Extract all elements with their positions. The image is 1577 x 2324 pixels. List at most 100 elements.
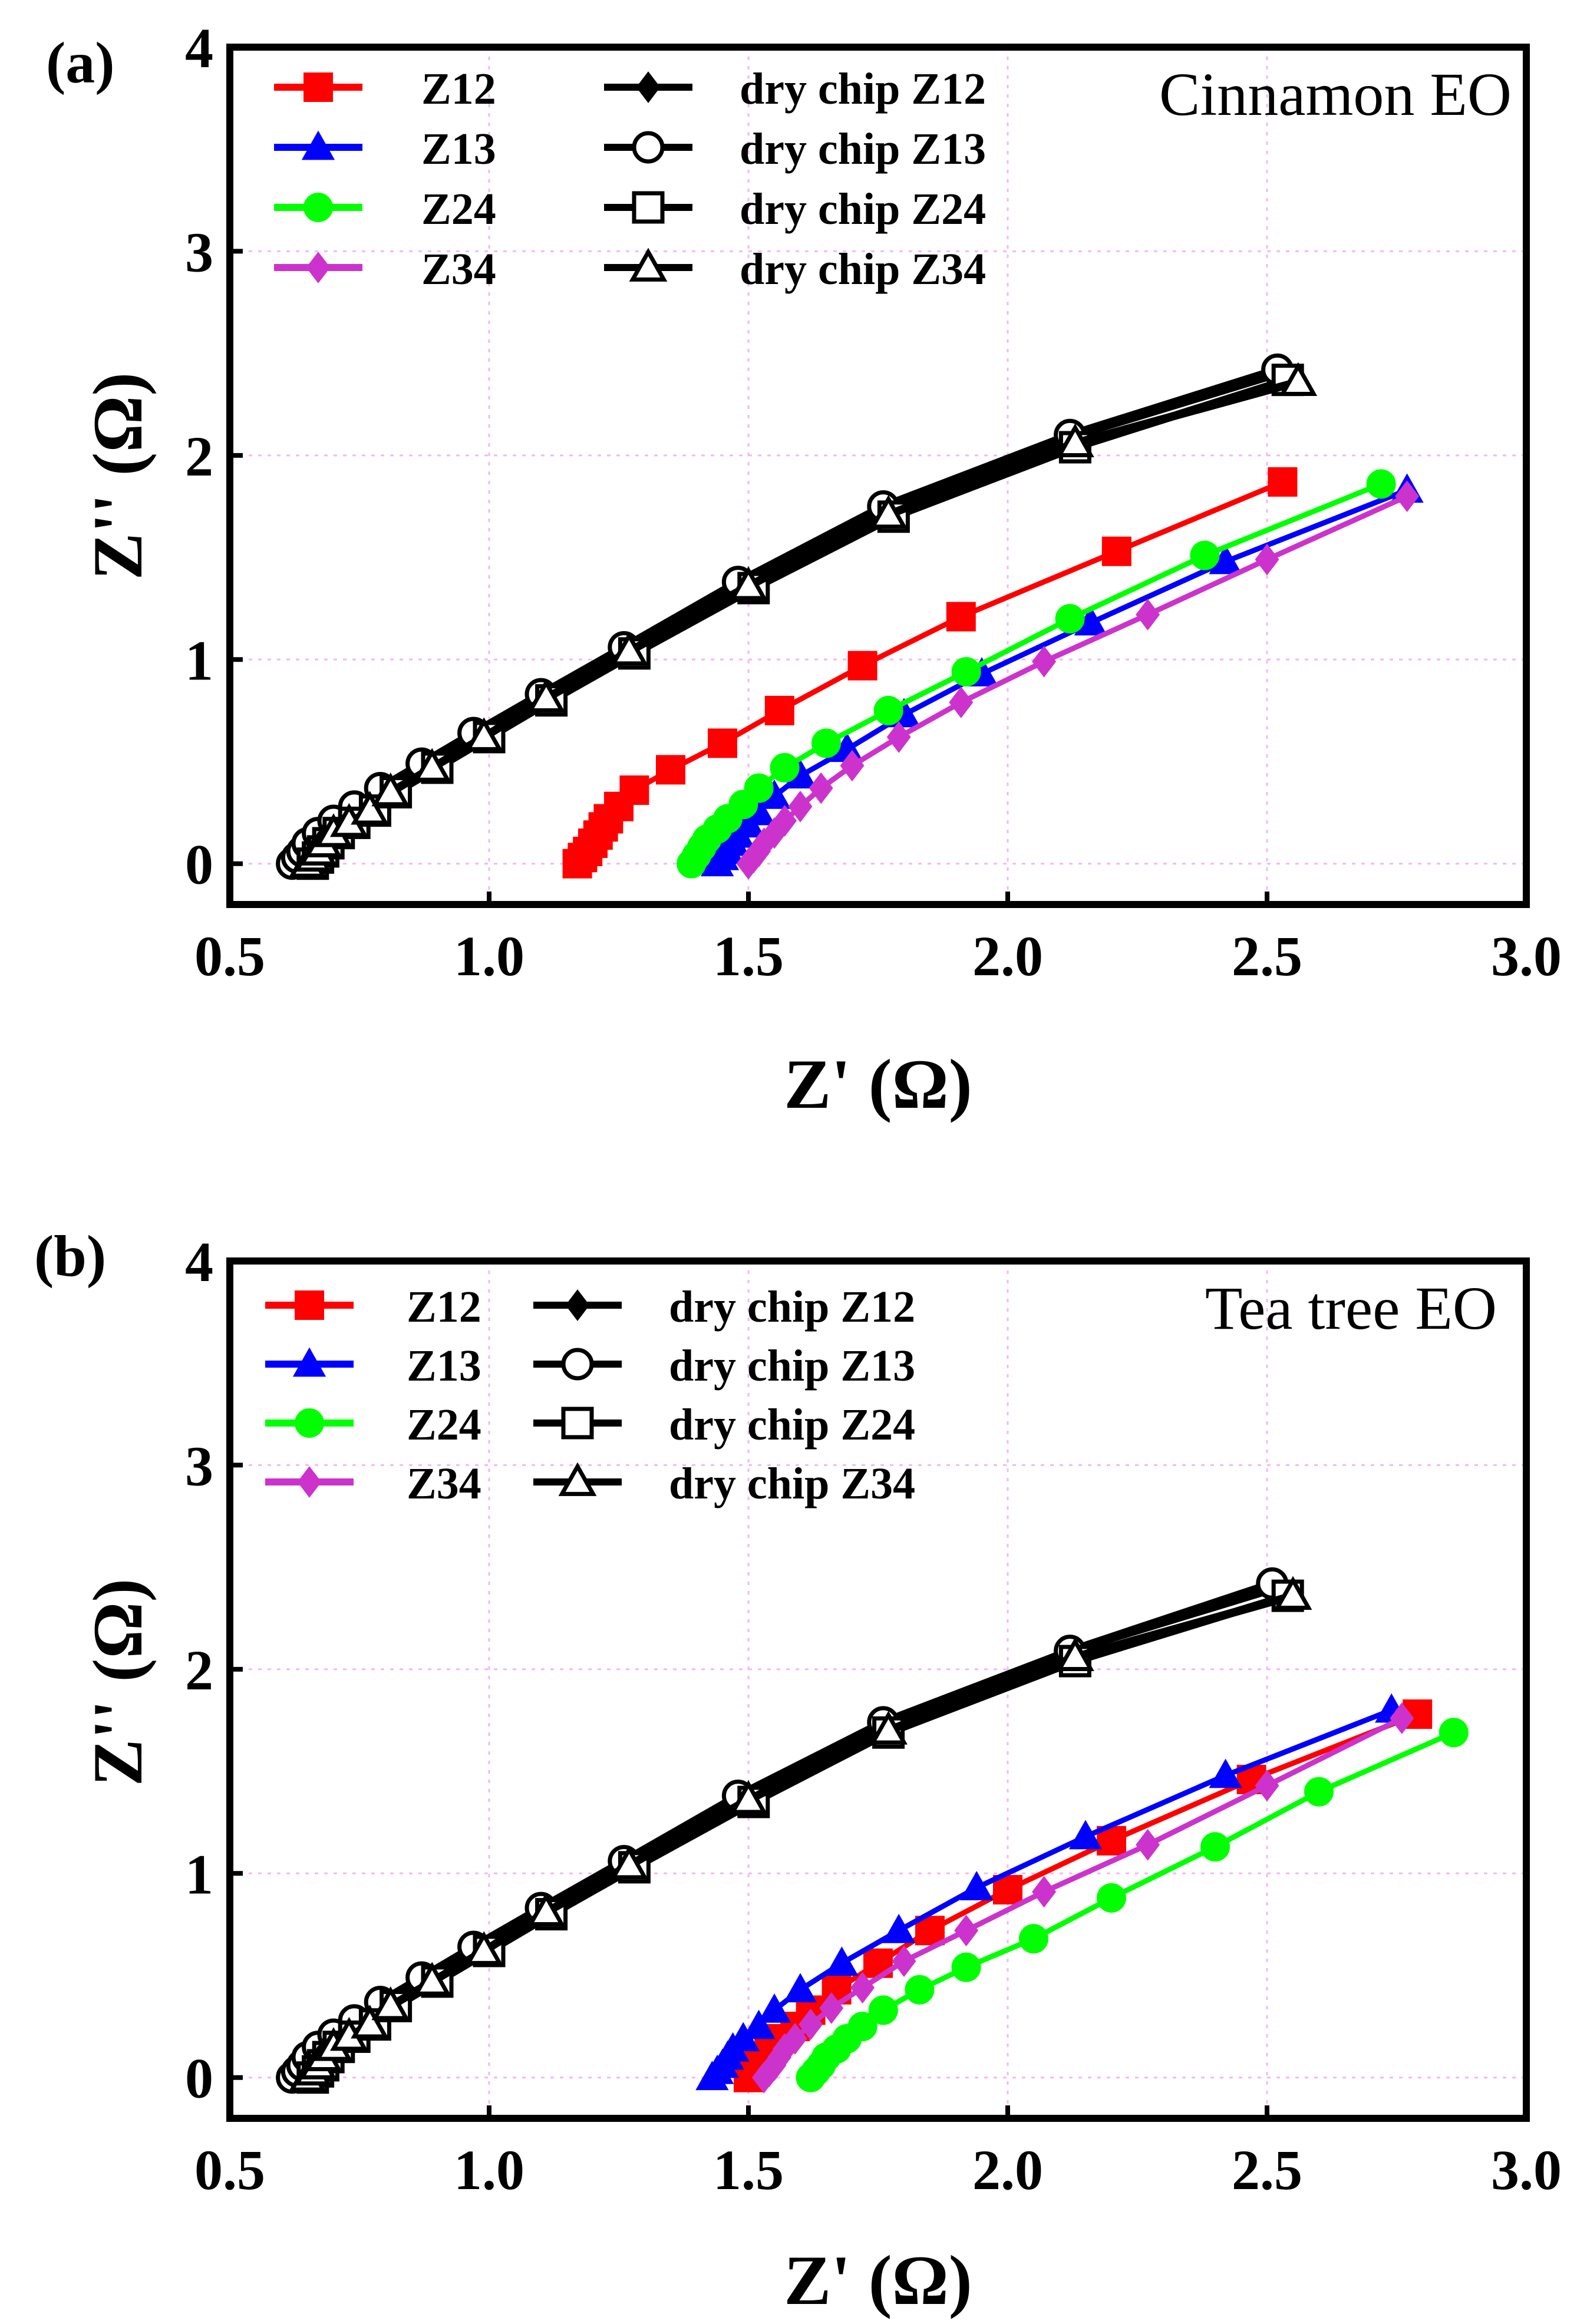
- legend-marker: [292, 1347, 326, 1377]
- data-point: [1097, 1883, 1126, 1913]
- legend-label: Z12: [421, 64, 496, 114]
- y-tick-label: 4: [185, 1230, 213, 1293]
- legend-marker: [306, 252, 331, 283]
- legend-marker: [301, 130, 335, 160]
- legend-entry: Z13: [265, 1341, 481, 1391]
- data-point: [656, 755, 685, 785]
- data-point: [1056, 423, 1094, 457]
- data-point: [809, 772, 833, 804]
- data-point: [783, 2023, 807, 2055]
- data-point: [954, 1914, 979, 1947]
- legend-entry: Z12: [265, 1282, 481, 1332]
- x-tick-label: 2.5: [1232, 2138, 1302, 2201]
- legend-entry: dry chip Z13: [533, 1341, 915, 1391]
- x-tick-label: 1.5: [713, 2138, 784, 2201]
- data-point: [850, 1972, 875, 2004]
- data-point: [1101, 536, 1131, 566]
- data-point: [527, 1892, 566, 1927]
- series-z34: [751, 1702, 1414, 2094]
- data-point: [773, 805, 797, 837]
- chart-panel-b: 0.5 1.0 1.5 2.0 2.5 3.0 0 1 2 3 4 Z' (Ω) Z'' (Ω) (b) T…: [34, 1223, 1562, 2319]
- panel-label: (b): [34, 1223, 106, 1289]
- data-point: [1366, 469, 1396, 499]
- data-point: [1209, 1758, 1242, 1788]
- legend-marker: [558, 1462, 597, 1496]
- legend-marker: [295, 1408, 324, 1438]
- legend-marker: [303, 193, 333, 222]
- legend-entry: Z34: [265, 1459, 481, 1508]
- data-point: [1200, 1832, 1230, 1862]
- legend-label: dry chip Z34: [740, 245, 986, 294]
- x-tick-label: 0.5: [194, 925, 265, 988]
- legend: Z12 Z13 Z24 Z34 dry chip Z12 dry chip Z13 dry …: [265, 1282, 915, 1508]
- legend-marker: [295, 1290, 324, 1320]
- legend-marker: [297, 1466, 322, 1498]
- y-tick-label: 3: [185, 1434, 213, 1497]
- series-z34: [736, 480, 1420, 880]
- data-point: [1055, 604, 1085, 633]
- legend-entry: Z13: [274, 124, 496, 174]
- x-tick-label: 3.0: [1491, 2138, 1562, 2201]
- legend-entry: dry chip Z13: [604, 124, 986, 174]
- legend-marker: [629, 247, 668, 282]
- data-point: [905, 1975, 935, 2005]
- panel-title: Cinnamon EO: [1159, 61, 1512, 128]
- data-point: [413, 748, 451, 782]
- data-point: [1304, 1777, 1334, 1807]
- y-tick-label: 1: [185, 1843, 213, 1906]
- y-tick-label: 1: [185, 629, 213, 692]
- legend-marker: [561, 1348, 594, 1381]
- data-point: [1068, 1820, 1103, 1850]
- x-tick-label: 1.0: [454, 2138, 524, 2201]
- legend-label: dry chip Z34: [669, 1459, 915, 1508]
- data-point: [960, 1871, 994, 1900]
- panel-title: Tea tree EO: [1205, 1275, 1497, 1342]
- data-point: [351, 791, 389, 825]
- data-point: [949, 686, 974, 718]
- data-point: [527, 678, 566, 713]
- legend-entry: Z24: [265, 1400, 481, 1450]
- data-point: [708, 728, 737, 758]
- data-point: [840, 750, 865, 782]
- data-point: [413, 1962, 451, 1996]
- legend-marker: [303, 72, 333, 102]
- series-z24: [796, 1718, 1469, 2092]
- data-point: [610, 631, 648, 666]
- data-point: [873, 695, 903, 725]
- data-point: [847, 651, 877, 681]
- data-point: [946, 602, 976, 632]
- data-point: [886, 721, 911, 753]
- y-tick-label: 0: [185, 2047, 213, 2110]
- x-tick-label: 3.0: [1491, 925, 1562, 988]
- x-axis-label: Z' (Ω): [784, 2241, 972, 2319]
- legend-label: dry chip Z24: [669, 1400, 915, 1450]
- legend-label: Z24: [421, 184, 496, 234]
- y-tick-label: 3: [185, 220, 213, 283]
- data-point: [757, 1993, 791, 2023]
- data-point: [371, 772, 410, 807]
- data-point: [951, 657, 981, 687]
- data-point: [770, 752, 800, 783]
- x-tick-label: 2.0: [972, 925, 1043, 988]
- data-point: [869, 494, 908, 529]
- legend-entry: dry chip Z34: [533, 1459, 915, 1508]
- data-point: [1255, 1770, 1279, 1802]
- legend-label: dry chip Z24: [740, 184, 986, 234]
- legend-entry: Z12: [274, 64, 496, 114]
- legend-label: Z34: [421, 245, 496, 294]
- legend-entry: dry chip Z12: [533, 1282, 915, 1332]
- data-point: [1279, 362, 1318, 397]
- legend: Z12 Z13 Z24 Z34 dry chip Z12 dry chip Z13 dry …: [274, 64, 986, 294]
- data-point: [742, 2009, 776, 2039]
- data-point: [799, 2008, 823, 2041]
- legend-label: dry chip Z13: [740, 124, 986, 174]
- legend-label: Z13: [421, 124, 496, 174]
- x-tick-label: 2.5: [1232, 925, 1302, 988]
- data-point: [1136, 1828, 1160, 1861]
- data-point: [1019, 1924, 1048, 1954]
- data-point: [869, 1711, 908, 1745]
- legend-entry: dry chip Z24: [533, 1400, 915, 1450]
- legend-marker: [561, 1407, 594, 1440]
- data-point: [1390, 1702, 1414, 1734]
- data-point: [744, 773, 774, 803]
